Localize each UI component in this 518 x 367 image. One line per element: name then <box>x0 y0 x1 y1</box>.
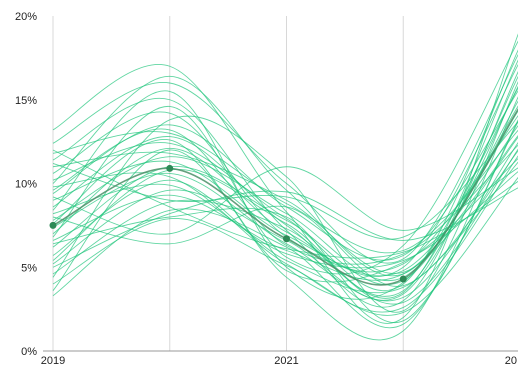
simulation-line <box>52 40 518 275</box>
simulation-line <box>52 166 518 235</box>
simulation-line <box>52 187 518 268</box>
median-point <box>283 235 290 243</box>
x-tick-labels: 2019 2021 20 <box>41 355 517 367</box>
simulation-line <box>52 81 518 313</box>
simulation-line <box>52 136 518 274</box>
simulation-line <box>52 129 518 254</box>
y-tick-label: 10% <box>15 179 37 191</box>
simulation-line <box>52 135 518 281</box>
simulation-line <box>52 121 518 240</box>
median-point <box>166 164 174 172</box>
y-tick-label: 15% <box>15 95 37 107</box>
median-line <box>52 108 518 286</box>
y-tick-labels: 0% 5% 10% 15% 20% <box>15 11 37 358</box>
simulation-line <box>52 49 518 292</box>
simulation-line <box>52 142 518 302</box>
y-tick-label: 20% <box>15 11 37 23</box>
simulation-line <box>52 150 518 287</box>
simulation-line <box>52 59 518 299</box>
x-tick-label: 2019 <box>41 355 65 367</box>
simulation-lines <box>52 33 518 341</box>
simulation-line <box>52 119 518 324</box>
median-point <box>399 275 407 283</box>
median-markers <box>49 164 407 283</box>
x-tick-label: 2021 <box>274 355 298 367</box>
x-tick-label: 20 <box>505 355 517 367</box>
simulation-line <box>52 176 518 316</box>
simulation-line <box>52 96 518 341</box>
simulation-line <box>52 128 518 265</box>
y-tick-label: 5% <box>21 262 37 274</box>
simulation-line <box>52 148 518 305</box>
median-point <box>49 221 57 229</box>
simulation-line <box>52 161 518 294</box>
median-line-group <box>52 108 518 286</box>
simulation-line <box>52 155 518 313</box>
y-tick-label: 0% <box>21 346 37 358</box>
simulation-line <box>52 87 518 300</box>
